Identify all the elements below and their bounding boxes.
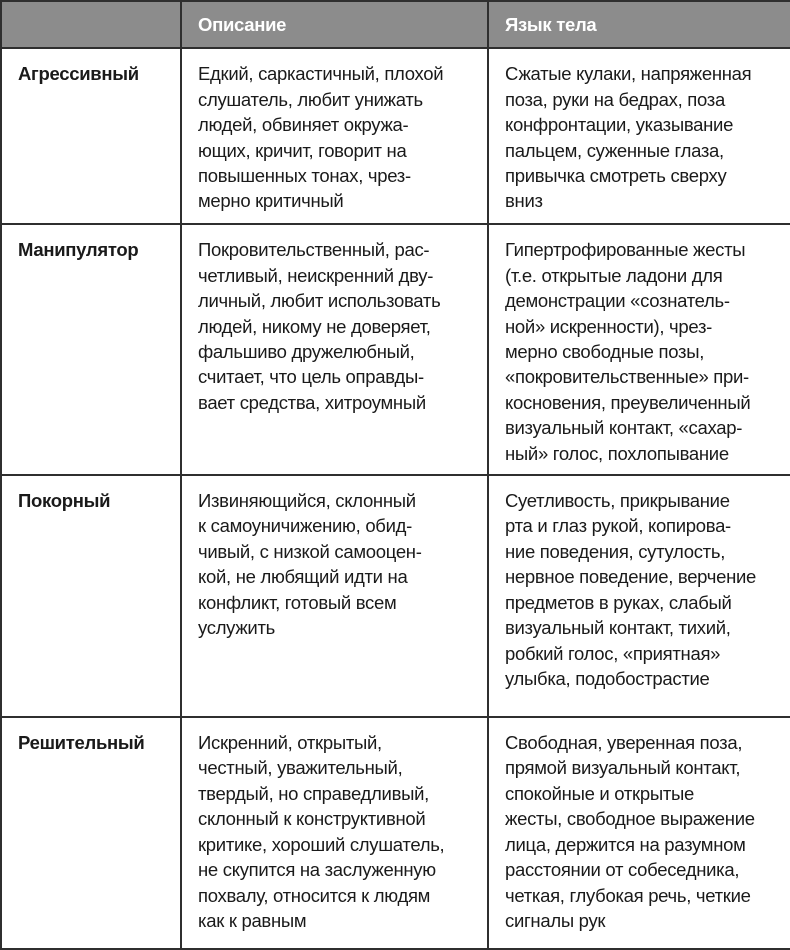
- style-name: Решительный: [0, 716, 182, 950]
- header-empty: [0, 0, 182, 50]
- description-cell: Искренний, открытый, честный, уважительн…: [180, 716, 489, 950]
- style-name: Покорный: [0, 474, 182, 719]
- body-language-cell: Суетливость, прикрывание рта и глаз руко…: [487, 474, 790, 719]
- header-description: Описание: [180, 0, 489, 50]
- body-language-cell: Гипертрофированные жесты (т.е. открытые …: [487, 223, 790, 477]
- table-row: Манипулятор Покровительственный, рас- че…: [0, 223, 790, 477]
- table-row: Решительный Искренний, открытый, честный…: [0, 716, 790, 950]
- table-row: Агрессивный Едкий, саркастичный, плохой …: [0, 47, 790, 226]
- body-language-cell: Свободная, уверенная поза, прямой визуал…: [487, 716, 790, 950]
- table-row: Покорный Извиняющийся, склонный к самоун…: [0, 474, 790, 719]
- style-name: Манипулятор: [0, 223, 182, 477]
- body-language-cell: Сжатые кулаки, напряженная поза, руки на…: [487, 47, 790, 226]
- description-cell: Едкий, саркастичный, плохой слушатель, л…: [180, 47, 489, 226]
- description-cell: Покровительственный, рас- четливый, неис…: [180, 223, 489, 477]
- description-cell: Извиняющийся, склонный к самоуничижению,…: [180, 474, 489, 719]
- header-row: Описание Язык тела: [0, 0, 790, 50]
- header-body-language: Язык тела: [487, 0, 790, 50]
- style-name: Агрессивный: [0, 47, 182, 226]
